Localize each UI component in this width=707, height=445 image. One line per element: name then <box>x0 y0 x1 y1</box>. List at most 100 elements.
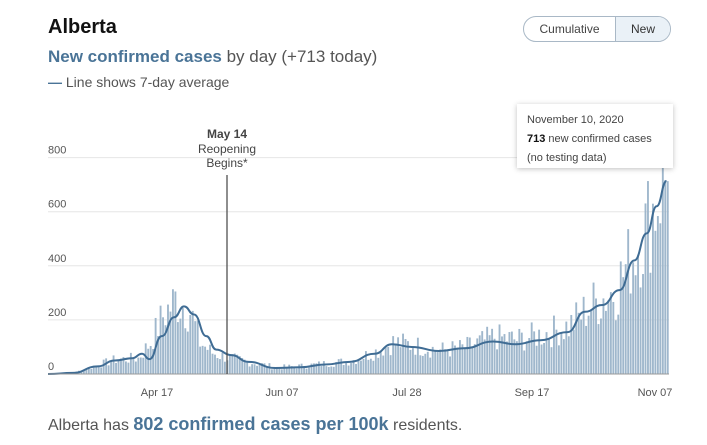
daily-bar <box>506 341 508 374</box>
daily-bar <box>120 358 122 374</box>
daily-bar <box>342 364 345 374</box>
daily-bar <box>607 300 610 374</box>
daily-bar <box>134 361 137 374</box>
daily-bar <box>389 355 392 374</box>
tooltip-date: November 10, 2020 <box>527 114 624 126</box>
daily-bar <box>139 357 142 374</box>
daily-bar <box>419 355 422 374</box>
daily-bar <box>449 356 451 374</box>
daily-bar <box>82 369 85 374</box>
daily-bar <box>407 341 409 374</box>
daily-bar <box>414 354 417 374</box>
daily-bar <box>560 332 563 374</box>
daily-bar <box>550 347 553 374</box>
x-tick-labels: Apr 17 Jun 07 Jul 28 Sep 17 Nov 07 <box>141 387 673 399</box>
daily-bar <box>555 329 558 374</box>
daily-bar <box>181 308 184 374</box>
seven-day-average-line <box>47 180 668 375</box>
daily-bar <box>221 352 224 374</box>
daily-bar <box>545 332 548 374</box>
daily-bar <box>258 364 261 374</box>
daily-bar <box>421 355 424 374</box>
daily-bar <box>503 334 506 374</box>
daily-bar <box>196 320 199 374</box>
y-tick-label: 600 <box>48 199 66 211</box>
daily-bar <box>483 339 486 374</box>
daily-bar <box>360 360 362 374</box>
daily-bar <box>582 296 585 374</box>
daily-bar <box>317 361 320 374</box>
daily-bar <box>637 254 640 374</box>
daily-bar <box>129 352 132 374</box>
daily-bar <box>162 317 164 374</box>
daily-bar <box>100 367 103 374</box>
daily-bar <box>241 357 244 374</box>
daily-bar <box>548 338 550 374</box>
footer-strong: 802 confirmed cases per 100k <box>133 414 389 434</box>
daily-bar <box>515 341 518 374</box>
daily-bar <box>290 366 293 374</box>
daily-bar <box>624 264 627 374</box>
cumulative-toggle-button[interactable]: Cumulative <box>539 22 600 36</box>
daily-bar <box>288 364 291 374</box>
new-toggle-button[interactable]: New <box>615 17 670 41</box>
daily-bar <box>543 343 545 374</box>
daily-bar <box>214 354 216 374</box>
daily-bar <box>191 310 194 374</box>
daily-bar <box>525 341 528 374</box>
daily-bar <box>112 355 115 374</box>
daily-bar <box>664 180 667 374</box>
daily-bar <box>513 339 516 374</box>
daily-bar <box>377 357 380 374</box>
daily-bar <box>256 365 258 374</box>
daily-bar <box>528 338 531 374</box>
tooltip-value-text: new confirmed cases <box>545 133 652 145</box>
daily-bar <box>627 229 630 374</box>
daily-bar <box>273 367 276 374</box>
daily-bar <box>622 277 625 374</box>
daily-bar <box>303 367 306 374</box>
daily-bar <box>651 203 654 374</box>
daily-bar <box>300 363 303 374</box>
daily-bar <box>298 364 301 374</box>
daily-bar <box>374 349 377 374</box>
daily-bar <box>231 354 234 374</box>
daily-bar <box>382 355 385 374</box>
daily-bar <box>535 345 538 374</box>
daily-bar <box>575 302 578 374</box>
x-tick-label: Sep 17 <box>515 387 550 399</box>
daily-bar <box>305 368 308 374</box>
daily-bar <box>397 337 400 374</box>
daily-bar <box>206 349 209 374</box>
daily-bar <box>233 353 236 374</box>
daily-bar <box>642 274 644 374</box>
daily-bar <box>335 362 338 374</box>
daily-bar <box>619 261 622 374</box>
daily-bar <box>115 362 117 374</box>
daily-bar <box>147 348 150 374</box>
daily-bar <box>473 344 476 374</box>
daily-bar <box>107 365 110 374</box>
daily-bar <box>402 333 404 374</box>
line-legend-dash: — <box>48 74 62 90</box>
daily-bar <box>649 272 652 374</box>
daily-bar <box>379 350 382 374</box>
daily-bar <box>478 335 481 374</box>
daily-bar <box>87 367 90 374</box>
daily-bar <box>248 366 251 374</box>
daily-bar <box>439 349 442 374</box>
daily-bar <box>424 353 427 374</box>
daily-bar <box>122 357 125 374</box>
daily-bar <box>223 361 226 374</box>
daily-bar <box>132 359 135 374</box>
daily-bar <box>557 345 560 374</box>
daily-bar <box>285 367 288 374</box>
daily-bar <box>169 311 172 374</box>
daily-bar <box>362 358 365 374</box>
daily-bar <box>602 298 605 374</box>
daily-bar <box>85 369 88 374</box>
daily-bar <box>604 310 607 374</box>
daily-bar <box>95 365 98 374</box>
daily-bar <box>327 367 330 374</box>
daily-bar <box>411 348 414 374</box>
